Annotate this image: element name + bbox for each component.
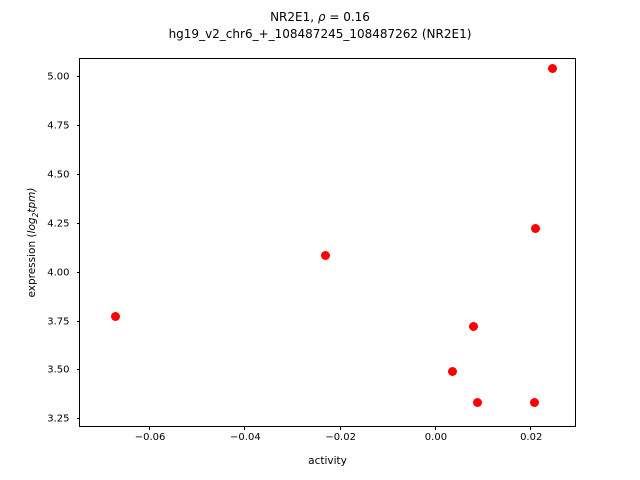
x-axis-tick-label: −0.02 [325, 432, 356, 443]
rho-symbol: ρ [317, 10, 326, 24]
y-axis-tick: 3.75 [47, 316, 80, 327]
x-axis-tick-label: −0.04 [230, 432, 261, 443]
y-axis-tick-label: 4.25 [47, 218, 70, 230]
scatter-point [468, 321, 478, 331]
y-axis-tick-label: 4.75 [47, 120, 70, 132]
y-axis-tick-label: 3.25 [47, 413, 70, 425]
chart-title-line2: hg19_v2_chr6_+_108487245_108487262 (NR2E… [168, 27, 472, 41]
chart-title-line1: NR2E1, ρ = 0.16 [0, 9, 640, 26]
y-axis-tick-label: 4.50 [47, 169, 70, 181]
y-axis-tick: 3.25 [47, 414, 80, 425]
y-axis-tick-label: 3.75 [47, 316, 70, 328]
y-axis-tick-label: 4.00 [47, 267, 70, 279]
x-axis-tick: 0.00 [425, 426, 447, 443]
y-axis-tick: 4.75 [47, 120, 80, 131]
y-axis-label-sub: 2 [31, 212, 41, 218]
y-axis-tick: 4.25 [47, 218, 80, 229]
y-axis-tick: 3.50 [47, 365, 80, 376]
x-axis-tick-label: 0.00 [424, 432, 448, 443]
x-axis-tick: −0.02 [325, 426, 356, 443]
rho-value: = 0.16 [329, 10, 370, 24]
x-axis-tick: −0.04 [230, 426, 261, 443]
scatter-point [473, 398, 483, 408]
x-axis-label: activity [308, 455, 347, 467]
chart-title: NR2E1, ρ = 0.16 hg19_v2_chr6_+_108487245… [0, 9, 640, 43]
y-axis-tick: 5.00 [47, 71, 80, 82]
plot-canvas [80, 59, 575, 426]
y-axis-label-unit: tpm) [26, 187, 38, 213]
plot-axes: 3.25 3.50 3.75 4.00 4.25 4.50 4.75 5.00 −0.06 −0.… [47, 58, 576, 443]
y-axis-tick: 4.00 [47, 267, 80, 278]
x-axis-tick: 0.02 [520, 426, 542, 443]
y-axis-label-log: log [26, 217, 38, 234]
x-axis-tick: −0.06 [135, 426, 165, 443]
scatter-point [548, 63, 558, 73]
y-axis-label: expression (log2tpm) [26, 58, 44, 427]
scatter-point [531, 224, 541, 234]
y-axis-tick-label: 5.00 [47, 71, 70, 83]
scatter-point [448, 366, 458, 376]
scatter-point [110, 312, 120, 322]
y-axis-label-prefix: expression ( [26, 233, 38, 298]
scatter-point [321, 251, 331, 261]
y-axis-tick: 4.50 [47, 169, 80, 180]
y-axis-tick-label: 3.50 [47, 364, 70, 376]
chart-title-gene: NR2E1, [270, 10, 315, 24]
scatter-point [530, 398, 540, 408]
x-axis-tick-label: −0.06 [134, 432, 166, 443]
x-axis-tick-label: 0.02 [520, 432, 543, 443]
